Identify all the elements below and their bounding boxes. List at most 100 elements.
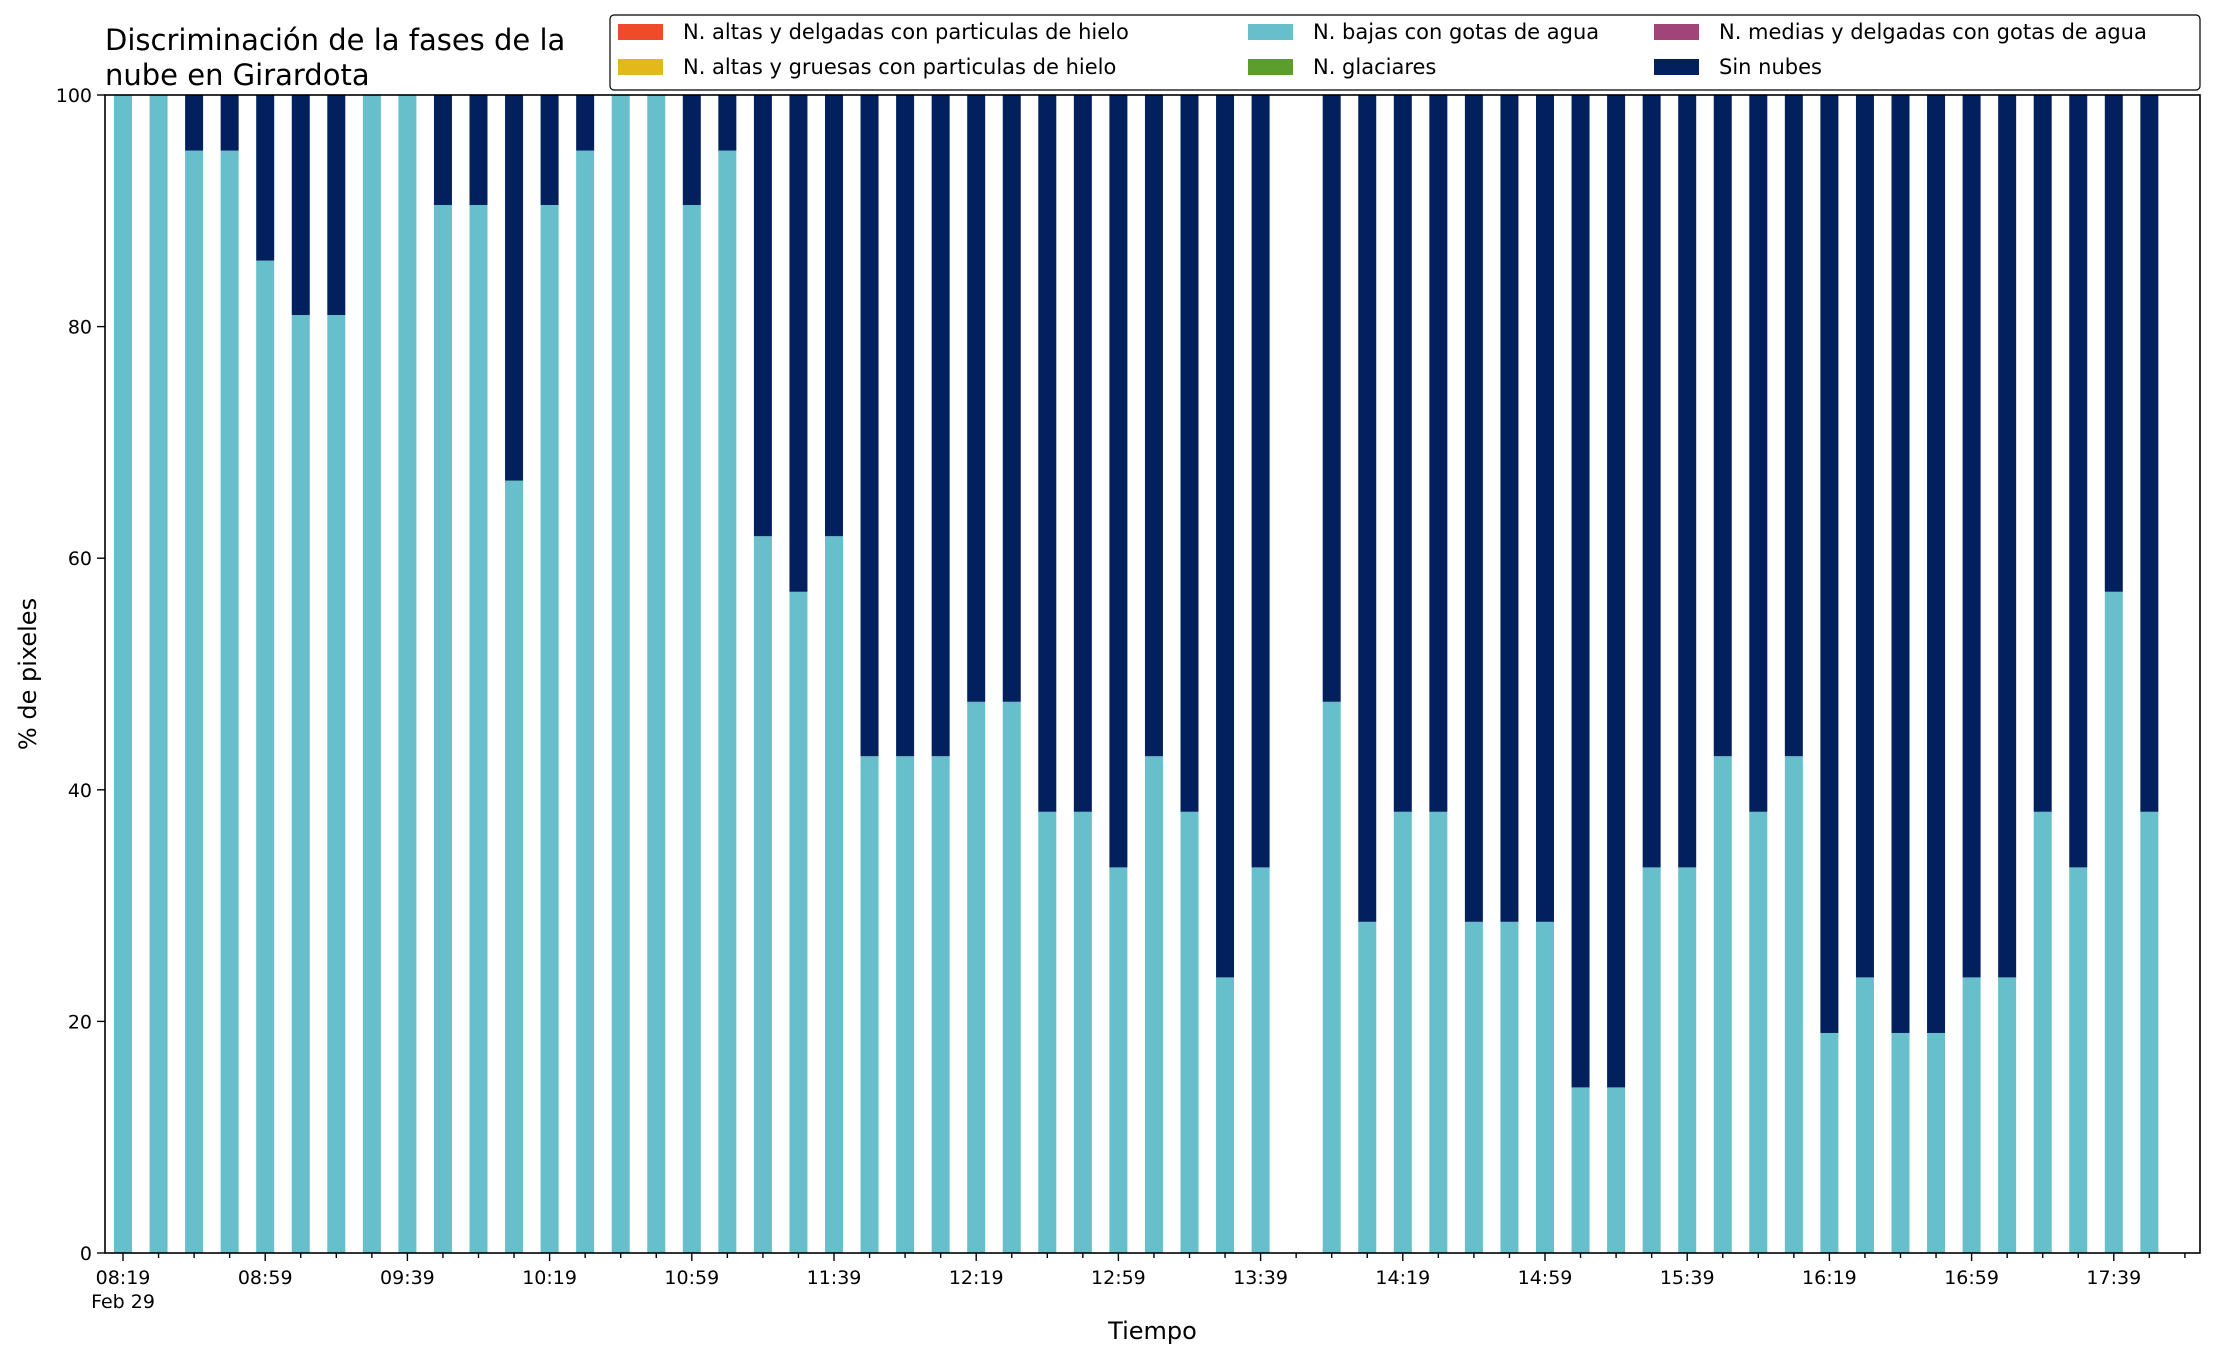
bar-1709-s2 — [1998, 977, 2017, 1253]
bar-0919-s2 — [327, 315, 346, 1253]
bar-1739-s2 — [2104, 591, 2123, 1253]
bar-1409-s2 — [1358, 921, 1377, 1253]
bar-1549-s5 — [1713, 95, 1732, 757]
bar-1139-s2 — [825, 536, 843, 1253]
x-tick-label: 10:59 — [664, 1267, 719, 1289]
legend-label: N. altas y delgadas con particulas de hi… — [683, 20, 1129, 44]
bar-1529-s2 — [1642, 867, 1661, 1253]
bar-1309-s2 — [1144, 756, 1163, 1253]
bar-1009-s2 — [505, 480, 524, 1253]
bar-1109-s2 — [718, 150, 737, 1254]
legend-label: N. glaciares — [1313, 55, 1436, 79]
bar-1239-s5 — [1038, 95, 1057, 812]
chart-title-line: Discriminación de la fases de la — [105, 23, 565, 57]
bar-1159-s2 — [896, 756, 915, 1253]
bar-1659-s5 — [1962, 95, 1981, 978]
bar-0959-s2 — [469, 205, 488, 1253]
legend-swatch — [1654, 59, 1699, 75]
bar-0949-s5 — [433, 95, 452, 206]
bar-1039-s2 — [611, 95, 630, 1253]
bar-1329-s5 — [1216, 95, 1235, 978]
y-tick-label: 100 — [56, 85, 92, 107]
bar-1159-s5 — [896, 95, 915, 757]
legend-swatch — [1248, 24, 1293, 40]
bar-1119-s5 — [753, 95, 772, 537]
bar-1619-s5 — [1820, 95, 1839, 1033]
x-tick-label: 09:39 — [380, 1267, 435, 1289]
bar-0859-s5 — [256, 95, 275, 261]
y-axis-label: % de pixeles — [14, 598, 42, 750]
x-tick-label: 15:39 — [1660, 1267, 1715, 1289]
x-tick-label: 11:39 — [807, 1267, 862, 1289]
bar-1239-s2 — [1038, 811, 1057, 1253]
plot-frame — [104, 94, 2201, 1254]
bar-1019-s2 — [540, 205, 559, 1253]
bar-0819-s2 — [114, 95, 132, 1253]
bar-0839-s2 — [185, 150, 204, 1254]
bar-1439-s5 — [1464, 95, 1483, 922]
bar-1509-s5 — [1571, 95, 1590, 1088]
y-tick-label: 20 — [68, 1011, 92, 1033]
x-tick-label: 16:59 — [1944, 1267, 1999, 1289]
bar-1609-s5 — [1784, 95, 1803, 757]
bar-1749-s5 — [2140, 95, 2159, 812]
bar-1449-s2 — [1500, 921, 1519, 1253]
y-tick-label: 60 — [68, 548, 92, 570]
legend-label: Sin nubes — [1719, 55, 1822, 79]
bar-1549-s2 — [1713, 756, 1732, 1253]
bar-1019-s5 — [540, 95, 559, 206]
y-tick-label: 40 — [68, 780, 92, 802]
bar-1109-s5 — [718, 95, 737, 151]
legend-label: N. altas y gruesas con particulas de hie… — [683, 55, 1116, 79]
bar-1029-s5 — [576, 95, 595, 151]
legend-label: N. bajas con gotas de agua — [1313, 20, 1599, 44]
bar-1649-s5 — [1927, 95, 1946, 1033]
bar-1729-s2 — [2069, 867, 2088, 1253]
bar-1739-s5 — [2104, 95, 2123, 592]
bar-0939-s2 — [398, 95, 417, 1253]
bar-1309-s5 — [1144, 95, 1163, 757]
x-date-label: Feb 29 — [91, 1291, 155, 1313]
bar-1559-s2 — [1749, 811, 1768, 1253]
bar-1319-s2 — [1180, 811, 1199, 1253]
bar-1029-s2 — [576, 150, 595, 1254]
bar-1649-s2 — [1927, 1032, 1946, 1253]
x-tick-label: 12:19 — [949, 1267, 1004, 1289]
bar-1249-s5 — [1073, 95, 1092, 812]
bar-1149-s5 — [860, 95, 879, 757]
bar-0929-s2 — [362, 95, 381, 1253]
bar-1219-s2 — [967, 701, 986, 1253]
bar-1129-s2 — [789, 591, 808, 1253]
bar-1149-s2 — [860, 756, 879, 1253]
bar-1009-s5 — [505, 95, 524, 481]
x-tick-label: 10:19 — [522, 1267, 577, 1289]
bar-1419-s5 — [1393, 95, 1412, 812]
bar-1459-s2 — [1536, 921, 1554, 1253]
bar-1639-s2 — [1891, 1032, 1910, 1253]
legend-swatch — [618, 59, 663, 75]
bar-1319-s5 — [1180, 95, 1199, 812]
bar-0839-s5 — [185, 95, 204, 151]
bar-1539-s5 — [1678, 95, 1697, 868]
bar-1359-s5 — [1322, 95, 1341, 702]
bar-1209-s5 — [931, 95, 950, 757]
bar-1519-s5 — [1607, 95, 1626, 1088]
bar-0859-s2 — [256, 260, 275, 1254]
bar-1539-s2 — [1678, 867, 1697, 1253]
bar-1609-s2 — [1784, 756, 1803, 1253]
bar-0909-s5 — [291, 95, 310, 316]
bar-1139-s5 — [825, 95, 843, 537]
bar-0959-s5 — [469, 95, 488, 206]
legend-swatch — [1654, 24, 1699, 40]
x-tick-label: 12:59 — [1091, 1267, 1146, 1289]
bar-1329-s2 — [1216, 977, 1235, 1253]
bar-1719-s5 — [2033, 95, 2052, 812]
bar-1749-s2 — [2140, 811, 2159, 1253]
axes-layer: 0 20 40 60 80 100 08:19 08:59 09:39 10:19 10:59 11:… — [14, 85, 2201, 1345]
bar-1619-s2 — [1820, 1032, 1839, 1253]
bar-1439-s2 — [1464, 921, 1483, 1253]
x-tick-label: 13:39 — [1233, 1267, 1288, 1289]
bar-1509-s2 — [1571, 1087, 1590, 1253]
y-tick-label: 0 — [80, 1243, 92, 1265]
